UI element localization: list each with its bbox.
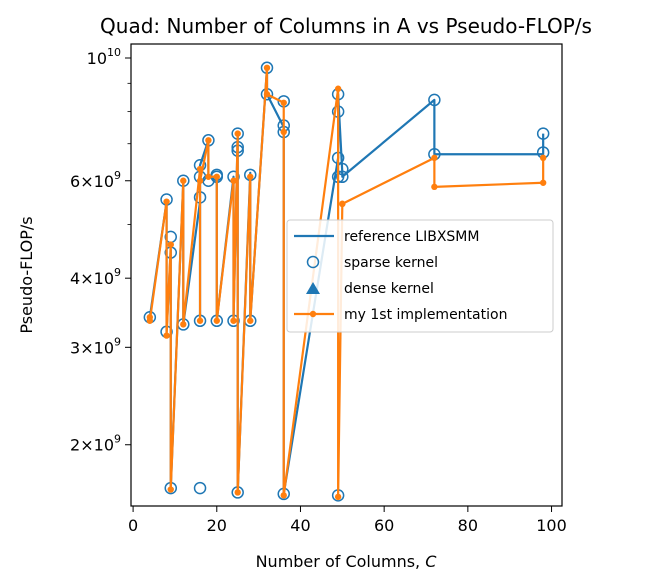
- implementation-point: [180, 321, 187, 328]
- x-tick-label: 60: [374, 516, 394, 535]
- implementation-point: [196, 177, 204, 184]
- axes-frame: [130, 43, 563, 507]
- implementation-point: [234, 489, 241, 496]
- implementation-point: [263, 64, 271, 72]
- sparse-kernel-point: [428, 93, 441, 107]
- x-axis-title-main: Number of Columns,: [256, 552, 426, 571]
- legend-swatch-dense-triangle: [306, 282, 320, 294]
- sparse-kernel-point: [193, 481, 207, 495]
- implementation-point: [230, 177, 237, 184]
- implementation-point: [431, 154, 438, 162]
- implementation-point: [247, 317, 254, 324]
- implementation-point: [280, 99, 287, 106]
- x-tick-label: 20: [207, 516, 227, 535]
- legend-label-sparse: sparse kernel: [344, 255, 438, 271]
- x-axis: 0 20 40 60 80 100: [128, 506, 567, 535]
- y-tick-label: 1010: [87, 46, 121, 68]
- implementation-point: [334, 85, 342, 92]
- implementation-point: [196, 165, 204, 173]
- implementation-point: [163, 198, 170, 205]
- implementation-point: [180, 177, 187, 184]
- plot-area: [143, 61, 550, 502]
- implementation-point: [334, 493, 342, 501]
- legend-swatch-sparse-circle: [306, 255, 320, 269]
- legend-label-reference: reference LIBXSMM: [344, 229, 479, 245]
- implementation-point: [280, 492, 287, 499]
- sparse-kernel-point: [336, 162, 349, 176]
- implementation-point: [213, 173, 220, 180]
- x-tick-label: 40: [290, 516, 310, 535]
- legend-label-dense: dense kernel: [344, 281, 434, 297]
- x-axis-title: Number of Columns, C: [256, 552, 438, 571]
- implementation-point: [234, 130, 241, 137]
- implementation-point: [205, 173, 212, 180]
- x-axis-title-variable: C: [425, 552, 437, 571]
- sparse-kernel-point: [536, 127, 550, 140]
- implementation-point: [263, 91, 271, 98]
- sparse-kernel-point: [336, 170, 349, 184]
- legend-box: [286, 219, 554, 333]
- legend-swatch-impl-dot: [309, 310, 317, 318]
- y-tick-label: 6×109: [70, 169, 121, 191]
- x-tick-label: 100: [536, 516, 567, 535]
- implementation-point: [247, 173, 254, 180]
- implementation-point: [431, 183, 438, 191]
- x-tick-label: 80: [458, 516, 478, 535]
- chart-title: Quad: Number of Columns in A vs Pseudo-F…: [100, 14, 592, 38]
- implementation-point: [167, 241, 174, 248]
- implementation-point: [167, 486, 174, 493]
- y-axis: 1010 6×109 4×109 3×109 2×109: [70, 46, 131, 455]
- implementation-point: [539, 154, 547, 162]
- x-tick-label: 0: [128, 516, 138, 535]
- y-tick-label: 4×109: [70, 266, 121, 288]
- implementation-point: [205, 137, 212, 144]
- implementation-point: [339, 200, 346, 208]
- y-tick-label: 2×109: [70, 433, 121, 455]
- y-axis-title: Pseudo-FLOP/s: [17, 216, 36, 333]
- implementation-point: [539, 179, 547, 186]
- implementation-point: [163, 332, 170, 339]
- implementation-point: [146, 317, 154, 324]
- legend-label-impl: my 1st implementation: [344, 307, 507, 323]
- y-tick-label: 3×109: [70, 335, 121, 357]
- implementation-point: [213, 317, 220, 324]
- implementation-point: [230, 317, 237, 324]
- legend: reference LIBXSMM sparse kernel dense ke…: [286, 219, 554, 333]
- implementation-point: [196, 317, 204, 324]
- implementation-point: [280, 128, 287, 136]
